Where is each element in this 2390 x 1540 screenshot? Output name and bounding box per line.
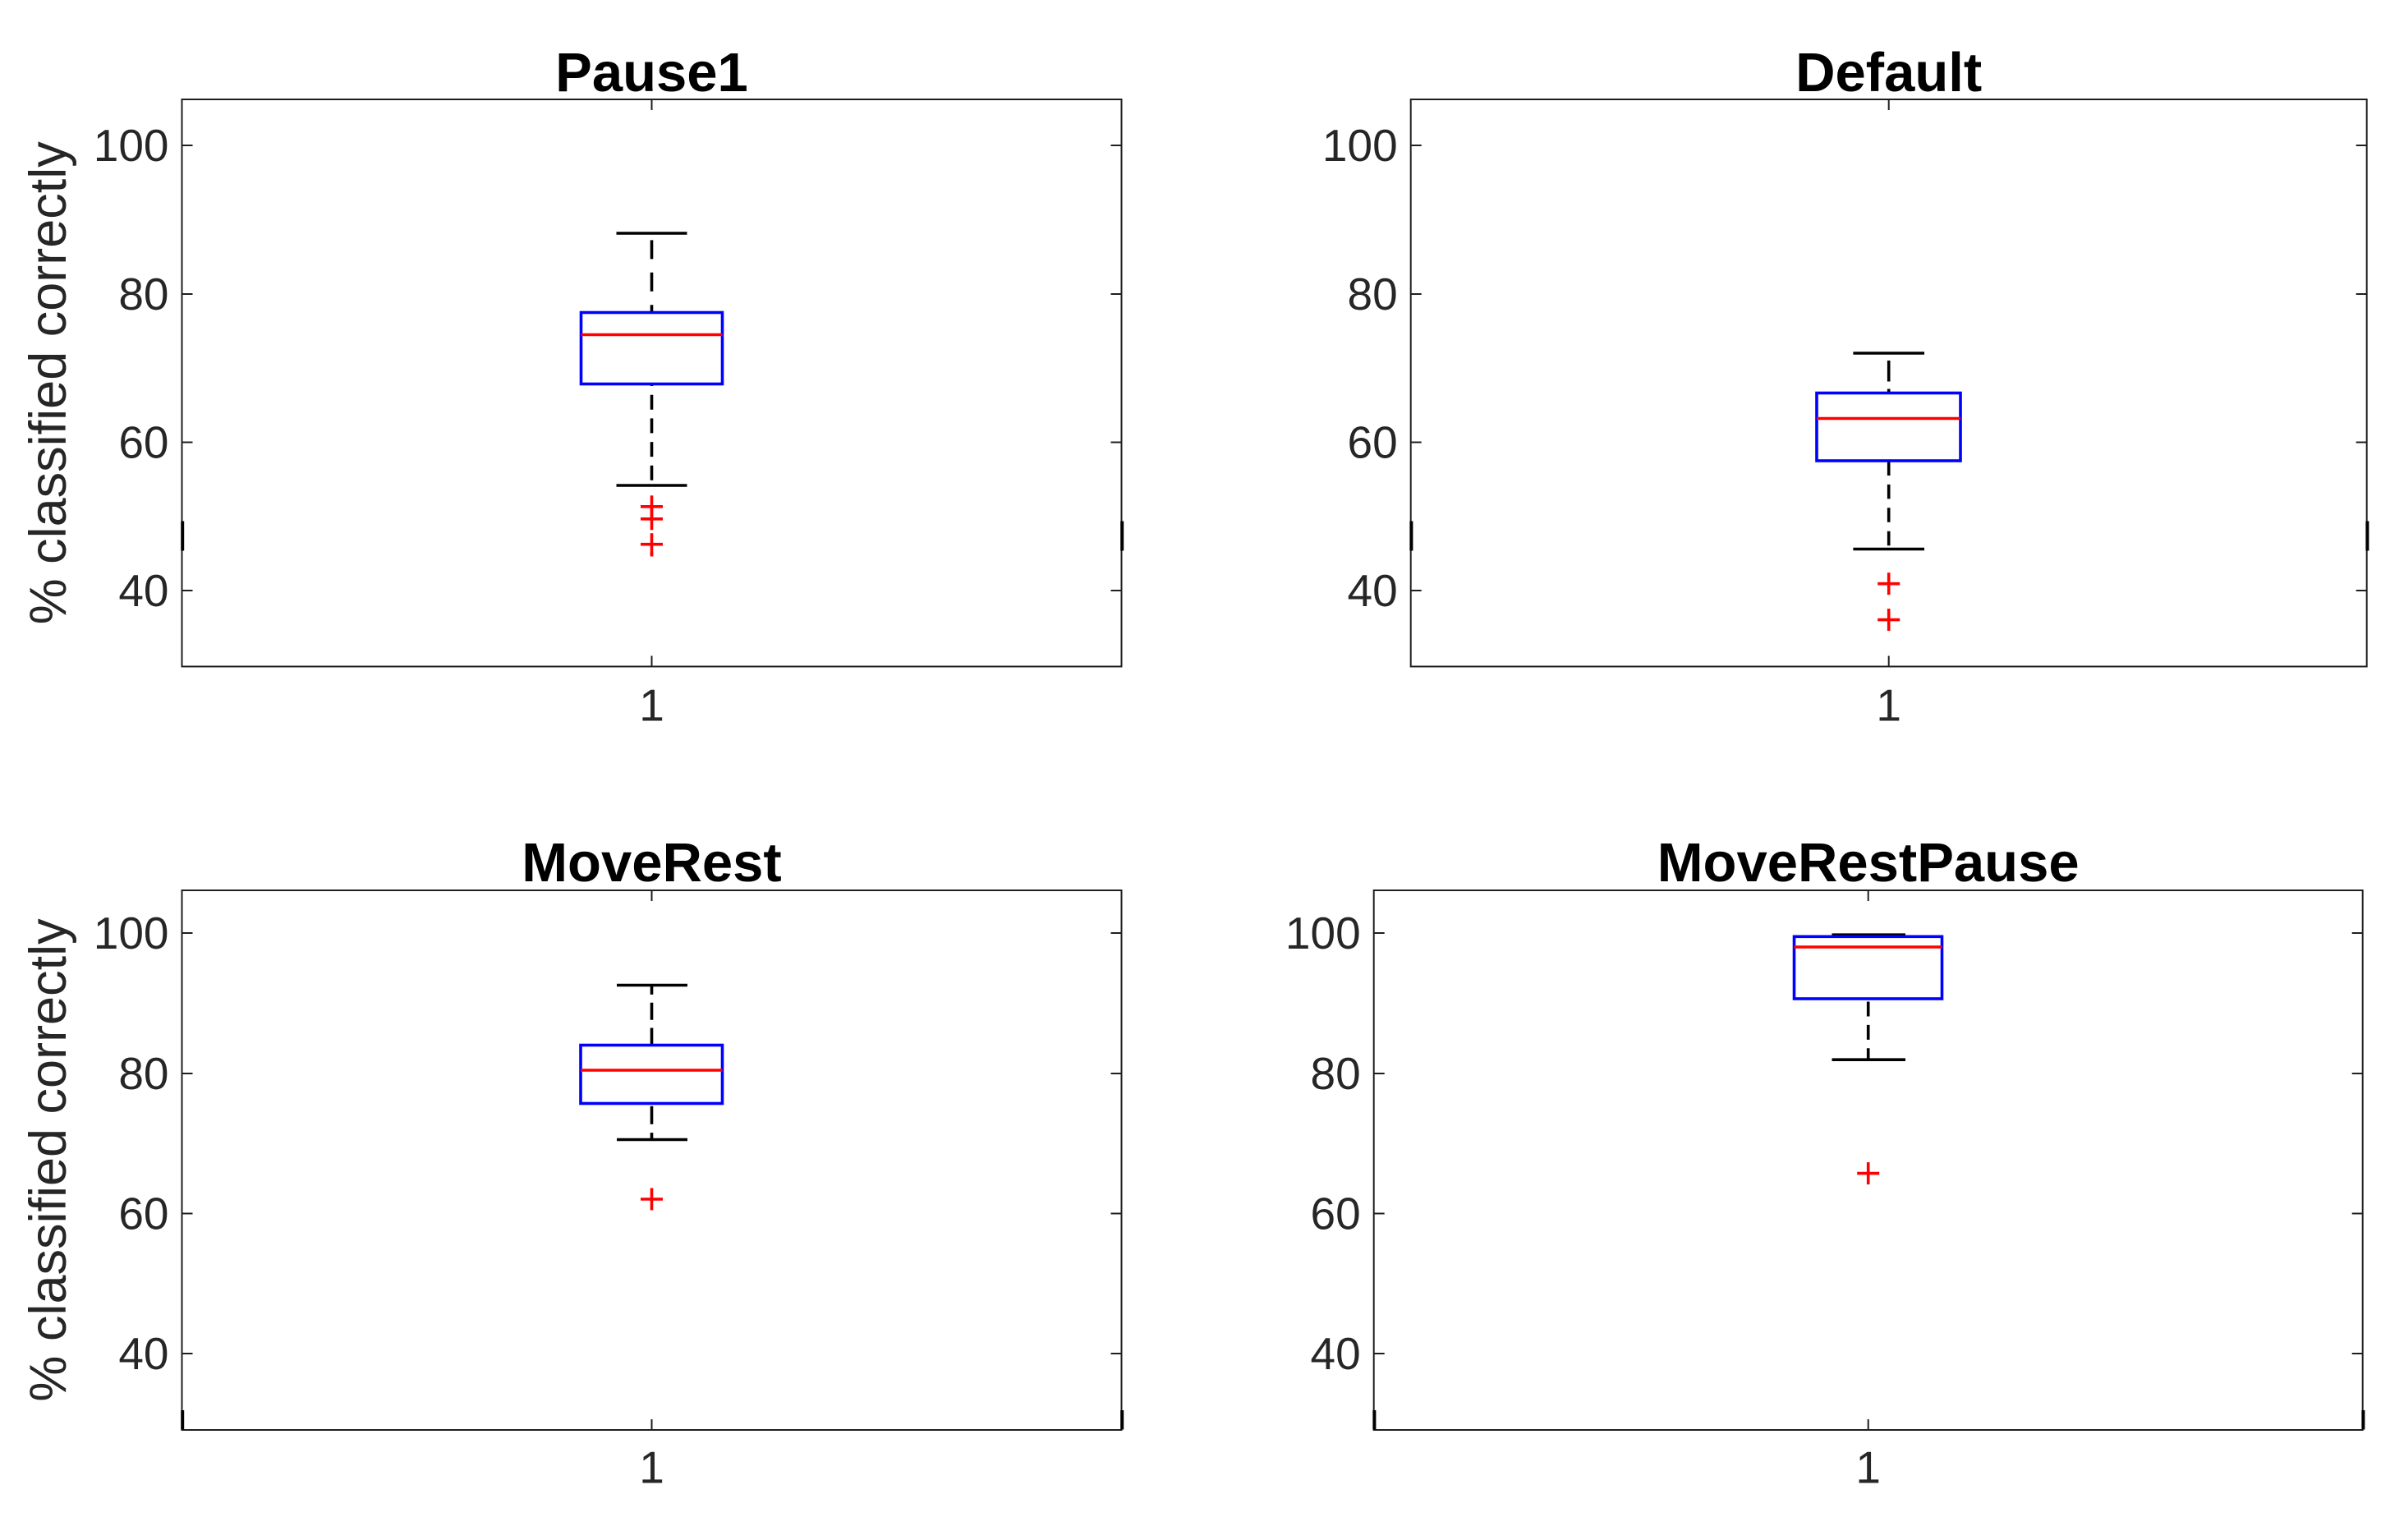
svg-text:60: 60 [1348,417,1398,468]
svg-text:MoveRest: MoveRest [522,832,781,894]
svg-text:60: 60 [118,1188,168,1239]
svg-text:80: 80 [118,269,168,319]
svg-text:1: 1 [1855,1442,1881,1493]
svg-text:60: 60 [1311,1188,1361,1239]
svg-text:80: 80 [1311,1048,1361,1099]
svg-text:80: 80 [118,1048,168,1099]
svg-text:1: 1 [639,680,664,731]
svg-text:1: 1 [1876,680,1901,731]
svg-text:1: 1 [639,1442,664,1493]
svg-text:60: 60 [118,417,168,468]
svg-text:% classified correctly: % classified correctly [20,141,77,625]
svg-text:100: 100 [94,908,169,958]
svg-text:40: 40 [1311,1328,1361,1379]
svg-text:100: 100 [1322,120,1398,171]
svg-text:100: 100 [94,120,169,171]
svg-text:40: 40 [118,565,168,616]
svg-text:40: 40 [1348,565,1398,616]
svg-text:% classified correctly: % classified correctly [20,918,77,1402]
svg-text:MoveRestPause: MoveRestPause [1657,832,2080,894]
svg-text:80: 80 [1348,269,1398,319]
svg-text:Pause1: Pause1 [555,42,748,103]
svg-text:Default: Default [1795,42,1982,103]
svg-text:100: 100 [1285,908,1361,958]
svg-text:40: 40 [118,1328,168,1379]
